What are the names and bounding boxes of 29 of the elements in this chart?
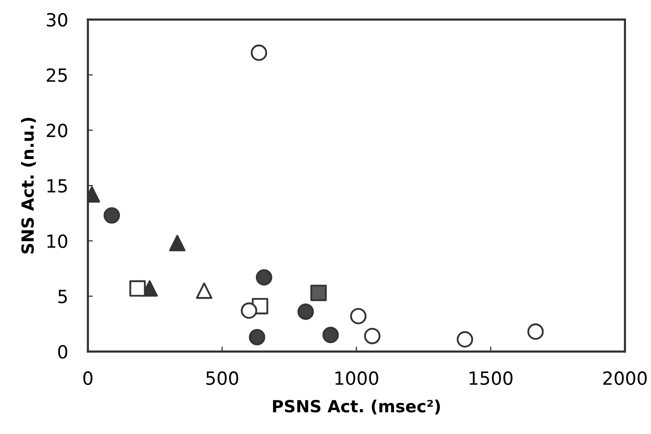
point (527, 323, 544, 340)
point (364, 328, 380, 344)
y-tick-label: 15 (47, 179, 67, 193)
x-axis-title: PSNS Act. (msec²) (273, 400, 440, 414)
point (196, 282, 212, 299)
y-tick-label: 30 (46, 12, 68, 27)
point (129, 280, 146, 297)
x-tick-label: 500 (206, 371, 238, 385)
point (456, 331, 474, 348)
point (104, 207, 120, 224)
x-tick-label: 1500 (470, 371, 512, 385)
y-tick-label: 25 (46, 68, 67, 82)
y-tick-label: 5 (58, 290, 67, 304)
point (297, 304, 314, 320)
y-axis-title: SNS Act. (n.u.) (21, 118, 36, 254)
y-tick-label: 20 (46, 124, 68, 138)
y-tick-label: 10 (47, 234, 68, 248)
point (250, 44, 268, 61)
y-tick-label: 0 (58, 345, 68, 359)
point (169, 234, 186, 252)
x-tick-label: 2000 (603, 371, 647, 385)
point (256, 269, 272, 286)
point (322, 326, 339, 344)
point (248, 328, 266, 346)
x-tick-label: 0 (83, 371, 92, 385)
point (240, 302, 258, 319)
x-tick-label: 1000 (335, 371, 378, 385)
point (310, 284, 327, 302)
point (350, 308, 366, 324)
